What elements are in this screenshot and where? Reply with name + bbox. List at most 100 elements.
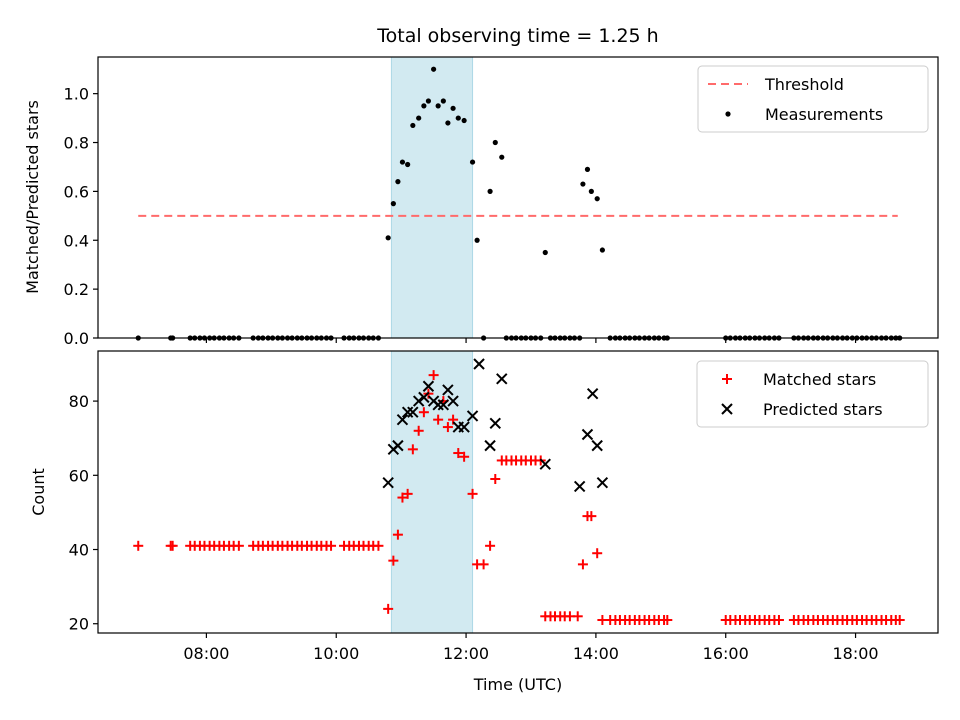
measurement-point — [588, 188, 594, 194]
measurement-point — [542, 249, 548, 256]
matched-point — [407, 444, 418, 455]
matched-point — [662, 615, 673, 626]
predicted-point — [382, 477, 394, 489]
matched-point — [442, 422, 453, 433]
measurement-point — [416, 115, 422, 121]
matched-point — [592, 548, 603, 559]
bottom-y-axis-label: Count — [29, 468, 48, 516]
measurement-point — [450, 105, 456, 111]
predicted-point — [396, 413, 409, 426]
measurement-point — [445, 120, 451, 126]
measurement-point — [455, 115, 461, 121]
matched-point — [233, 540, 244, 551]
top-x-ticks — [205, 338, 857, 343]
measurement-point — [425, 98, 432, 104]
predicted-point — [581, 428, 594, 441]
predicted-point — [407, 406, 419, 418]
measurement-point — [399, 159, 406, 165]
predicted-point — [412, 395, 425, 407]
measurement-point — [395, 179, 401, 185]
matched-point — [373, 540, 384, 551]
predicted-point — [489, 417, 501, 430]
x-tick-label: 16:00 — [703, 644, 749, 663]
measurement-point — [599, 247, 605, 253]
matched-point — [392, 529, 403, 540]
matched-point — [577, 559, 588, 570]
bottom-y-ticks: 20 40 60 80 — [69, 392, 98, 634]
measurement-point — [580, 181, 586, 187]
x-axis-label: Time (UTC) — [473, 675, 562, 694]
chart-title: Total observing time = 1.25 h — [376, 25, 658, 47]
measurement-point — [435, 103, 441, 109]
y-tick-label: 60 — [69, 466, 89, 485]
matched-point — [383, 603, 394, 614]
x-tick-label: 08:00 — [183, 644, 229, 663]
measurement-point — [405, 161, 411, 168]
y-tick-label: 40 — [69, 541, 89, 560]
top-axes-frame — [97, 56, 939, 339]
matched-point — [773, 615, 784, 626]
matched-point — [167, 540, 178, 551]
top-axes: 0.0 0.2 0.4 0.6 0.8 1.0 Total observing time … — [23, 25, 939, 348]
matched-point — [478, 559, 489, 570]
bottom-legend-box — [696, 360, 929, 428]
predicted-point — [473, 358, 485, 370]
measurement-point — [421, 103, 427, 109]
measurement-point — [487, 188, 493, 194]
predicted-point — [418, 391, 430, 404]
observing-window-shade — [390, 56, 474, 339]
predicted-point — [437, 399, 450, 411]
matched-point — [433, 414, 444, 425]
x-tick-label: 12:00 — [443, 644, 489, 663]
observing-window-shade — [390, 350, 474, 634]
matched-point — [485, 540, 496, 551]
matched-point — [402, 488, 413, 499]
legend-matched-label: Matched stars — [763, 370, 876, 389]
predicted-point — [447, 395, 459, 407]
matched-point — [418, 407, 429, 418]
measurement-point — [385, 235, 391, 241]
predicted-point — [422, 380, 435, 392]
legend-x-marker — [721, 403, 733, 415]
y-tick-label: 0.8 — [64, 134, 89, 153]
top-legend-box — [697, 65, 929, 133]
predicted-point — [432, 399, 444, 411]
matched-point — [572, 611, 583, 622]
legend-predicted-label: Predicted stars — [763, 400, 883, 419]
measurement-point — [474, 237, 480, 243]
x-tick-label: 14:00 — [573, 644, 619, 663]
legend-measurements-swatch — [725, 111, 731, 117]
predicted-point — [392, 439, 404, 452]
predicted-point — [539, 458, 551, 470]
y-tick-label: 0.0 — [64, 329, 89, 348]
bottom-axes-frame — [97, 350, 939, 634]
predicted-point — [466, 410, 479, 422]
x-tick-label: 10:00 — [313, 644, 359, 663]
y-tick-label: 0.2 — [64, 280, 89, 299]
predicted-point — [484, 439, 496, 452]
matched-point — [490, 474, 501, 485]
bottom-x-ticks: 08:00 10:00 12:00 14:00 16:00 18:00 — [183, 633, 879, 663]
measurement-point — [492, 139, 498, 146]
predicted-point — [458, 421, 470, 433]
top-legend: Threshold Measurements — [697, 65, 929, 133]
legend-matched-swatch — [722, 374, 732, 384]
predicted-point — [591, 439, 603, 452]
top-y-axis-label: Matched/Predicted stars — [23, 100, 42, 294]
series-matched-stars — [133, 370, 905, 626]
legend-threshold-label: Threshold — [764, 75, 844, 94]
predicted-point — [596, 477, 609, 489]
predicted-point — [401, 406, 414, 418]
measurement-point — [469, 159, 476, 165]
x-tick-label: 18:00 — [833, 644, 879, 663]
measurement-point — [410, 122, 416, 129]
bottom-legend: Matched stars Predicted stars — [696, 360, 929, 428]
predicted-point — [573, 480, 586, 493]
series-predicted-stars — [382, 358, 609, 493]
measurement-point — [431, 66, 437, 72]
measurement-point — [594, 196, 600, 202]
measurement-point — [499, 154, 505, 160]
matched-point — [894, 615, 905, 626]
